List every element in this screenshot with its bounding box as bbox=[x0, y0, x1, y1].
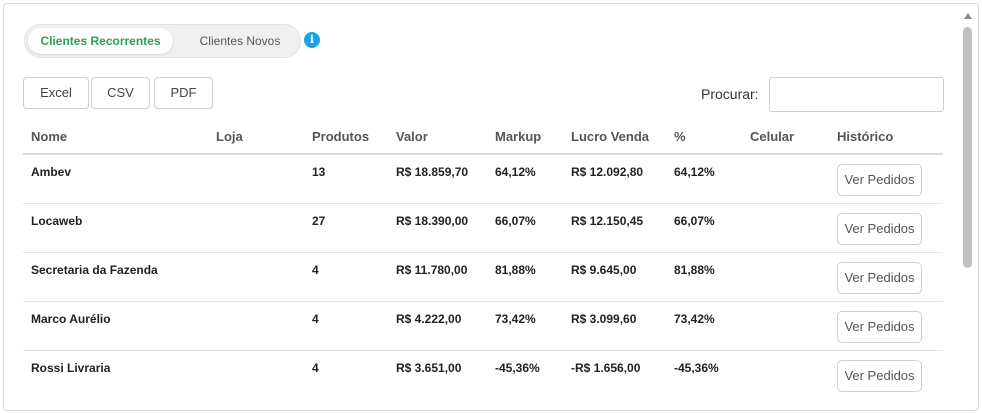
table-header: Nome Loja Produtos Valor Markup Lucro Ve… bbox=[23, 119, 943, 155]
cell-markup: 73,42% bbox=[495, 312, 536, 326]
cell-markup: 81,88% bbox=[495, 263, 536, 277]
clients-table: Nome Loja Produtos Valor Markup Lucro Ve… bbox=[23, 119, 943, 400]
cell-lucro-venda: R$ 3.099,60 bbox=[571, 312, 637, 326]
header-historico[interactable]: Histórico bbox=[837, 129, 894, 144]
cell-produtos: 27 bbox=[312, 214, 326, 228]
cell-nome: Ambev bbox=[31, 165, 72, 179]
table-row: Rossi Livraria 4 R$ 3.651,00 -45,36% -R$… bbox=[23, 351, 943, 400]
ver-pedidos-button[interactable]: Ver Pedidos bbox=[837, 164, 922, 196]
cell-percent: 64,12% bbox=[674, 165, 715, 179]
cell-lucro-venda: -R$ 1.656,00 bbox=[571, 361, 641, 375]
ver-pedidos-button[interactable]: Ver Pedidos bbox=[837, 262, 922, 294]
export-excel-button[interactable]: Excel bbox=[23, 77, 89, 109]
header-markup[interactable]: Markup bbox=[495, 129, 542, 144]
cell-nome: Rossi Livraria bbox=[31, 361, 111, 375]
ver-pedidos-button[interactable]: Ver Pedidos bbox=[837, 213, 922, 245]
scroll-up-arrow-icon[interactable] bbox=[964, 13, 972, 19]
cell-valor: R$ 18.859,70 bbox=[396, 165, 469, 179]
cell-produtos: 4 bbox=[312, 361, 319, 375]
cell-valor: R$ 4.222,00 bbox=[396, 312, 462, 326]
table-row: Secretaria da Fazenda 4 R$ 11.780,00 81,… bbox=[23, 253, 943, 302]
header-valor[interactable]: Valor bbox=[396, 129, 428, 144]
ver-pedidos-button[interactable]: Ver Pedidos bbox=[837, 311, 922, 343]
cell-produtos: 13 bbox=[312, 165, 326, 179]
cell-markup: 64,12% bbox=[495, 165, 536, 179]
cell-percent: 73,42% bbox=[674, 312, 715, 326]
cell-nome: Secretaria da Fazenda bbox=[31, 263, 158, 277]
cell-produtos: 4 bbox=[312, 263, 319, 277]
header-nome[interactable]: Nome bbox=[31, 129, 68, 144]
clients-panel: Clientes Recorrentes Clientes Novos i Ex… bbox=[3, 3, 979, 411]
header-percent[interactable]: % bbox=[674, 129, 686, 144]
header-produtos[interactable]: Produtos bbox=[312, 129, 370, 144]
cell-markup: -45,36% bbox=[495, 361, 540, 375]
export-csv-button[interactable]: CSV bbox=[91, 77, 150, 109]
table-row: Locaweb 27 R$ 18.390,00 66,07% R$ 12.150… bbox=[23, 204, 943, 253]
cell-lucro-venda: R$ 9.645,00 bbox=[571, 263, 637, 277]
cell-percent: -45,36% bbox=[674, 361, 719, 375]
search-label: Procurar: bbox=[701, 86, 759, 102]
cell-nome: Locaweb bbox=[31, 214, 83, 228]
client-type-toggle: Clientes Recorrentes Clientes Novos bbox=[24, 24, 301, 58]
header-lucro-venda[interactable]: Lucro Venda bbox=[571, 129, 650, 144]
cell-lucro-venda: R$ 12.092,80 bbox=[571, 165, 644, 179]
cell-markup: 66,07% bbox=[495, 214, 536, 228]
tab-clientes-novos[interactable]: Clientes Novos bbox=[199, 34, 281, 48]
cell-valor: R$ 18.390,00 bbox=[396, 214, 469, 228]
search-input[interactable] bbox=[769, 77, 944, 112]
table-row: Marco Aurélio 4 R$ 4.222,00 73,42% R$ 3.… bbox=[23, 302, 943, 351]
tab-clientes-recorrentes[interactable]: Clientes Recorrentes bbox=[28, 28, 173, 54]
export-pdf-button[interactable]: PDF bbox=[154, 77, 213, 109]
vertical-scrollbar[interactable] bbox=[961, 8, 975, 408]
table-row: Ambev 13 R$ 18.859,70 64,12% R$ 12.092,8… bbox=[23, 155, 943, 204]
cell-percent: 81,88% bbox=[674, 263, 715, 277]
cell-valor: R$ 11.780,00 bbox=[396, 263, 468, 277]
header-loja[interactable]: Loja bbox=[216, 129, 243, 144]
ver-pedidos-button[interactable]: Ver Pedidos bbox=[837, 360, 922, 392]
cell-nome: Marco Aurélio bbox=[31, 312, 111, 326]
cell-percent: 66,07% bbox=[674, 214, 715, 228]
scrollbar-thumb[interactable] bbox=[963, 27, 972, 268]
cell-valor: R$ 3.651,00 bbox=[396, 361, 462, 375]
cell-lucro-venda: R$ 12.150,45 bbox=[571, 214, 644, 228]
header-celular[interactable]: Celular bbox=[750, 129, 795, 144]
info-icon[interactable]: i bbox=[304, 32, 320, 48]
cell-produtos: 4 bbox=[312, 312, 319, 326]
